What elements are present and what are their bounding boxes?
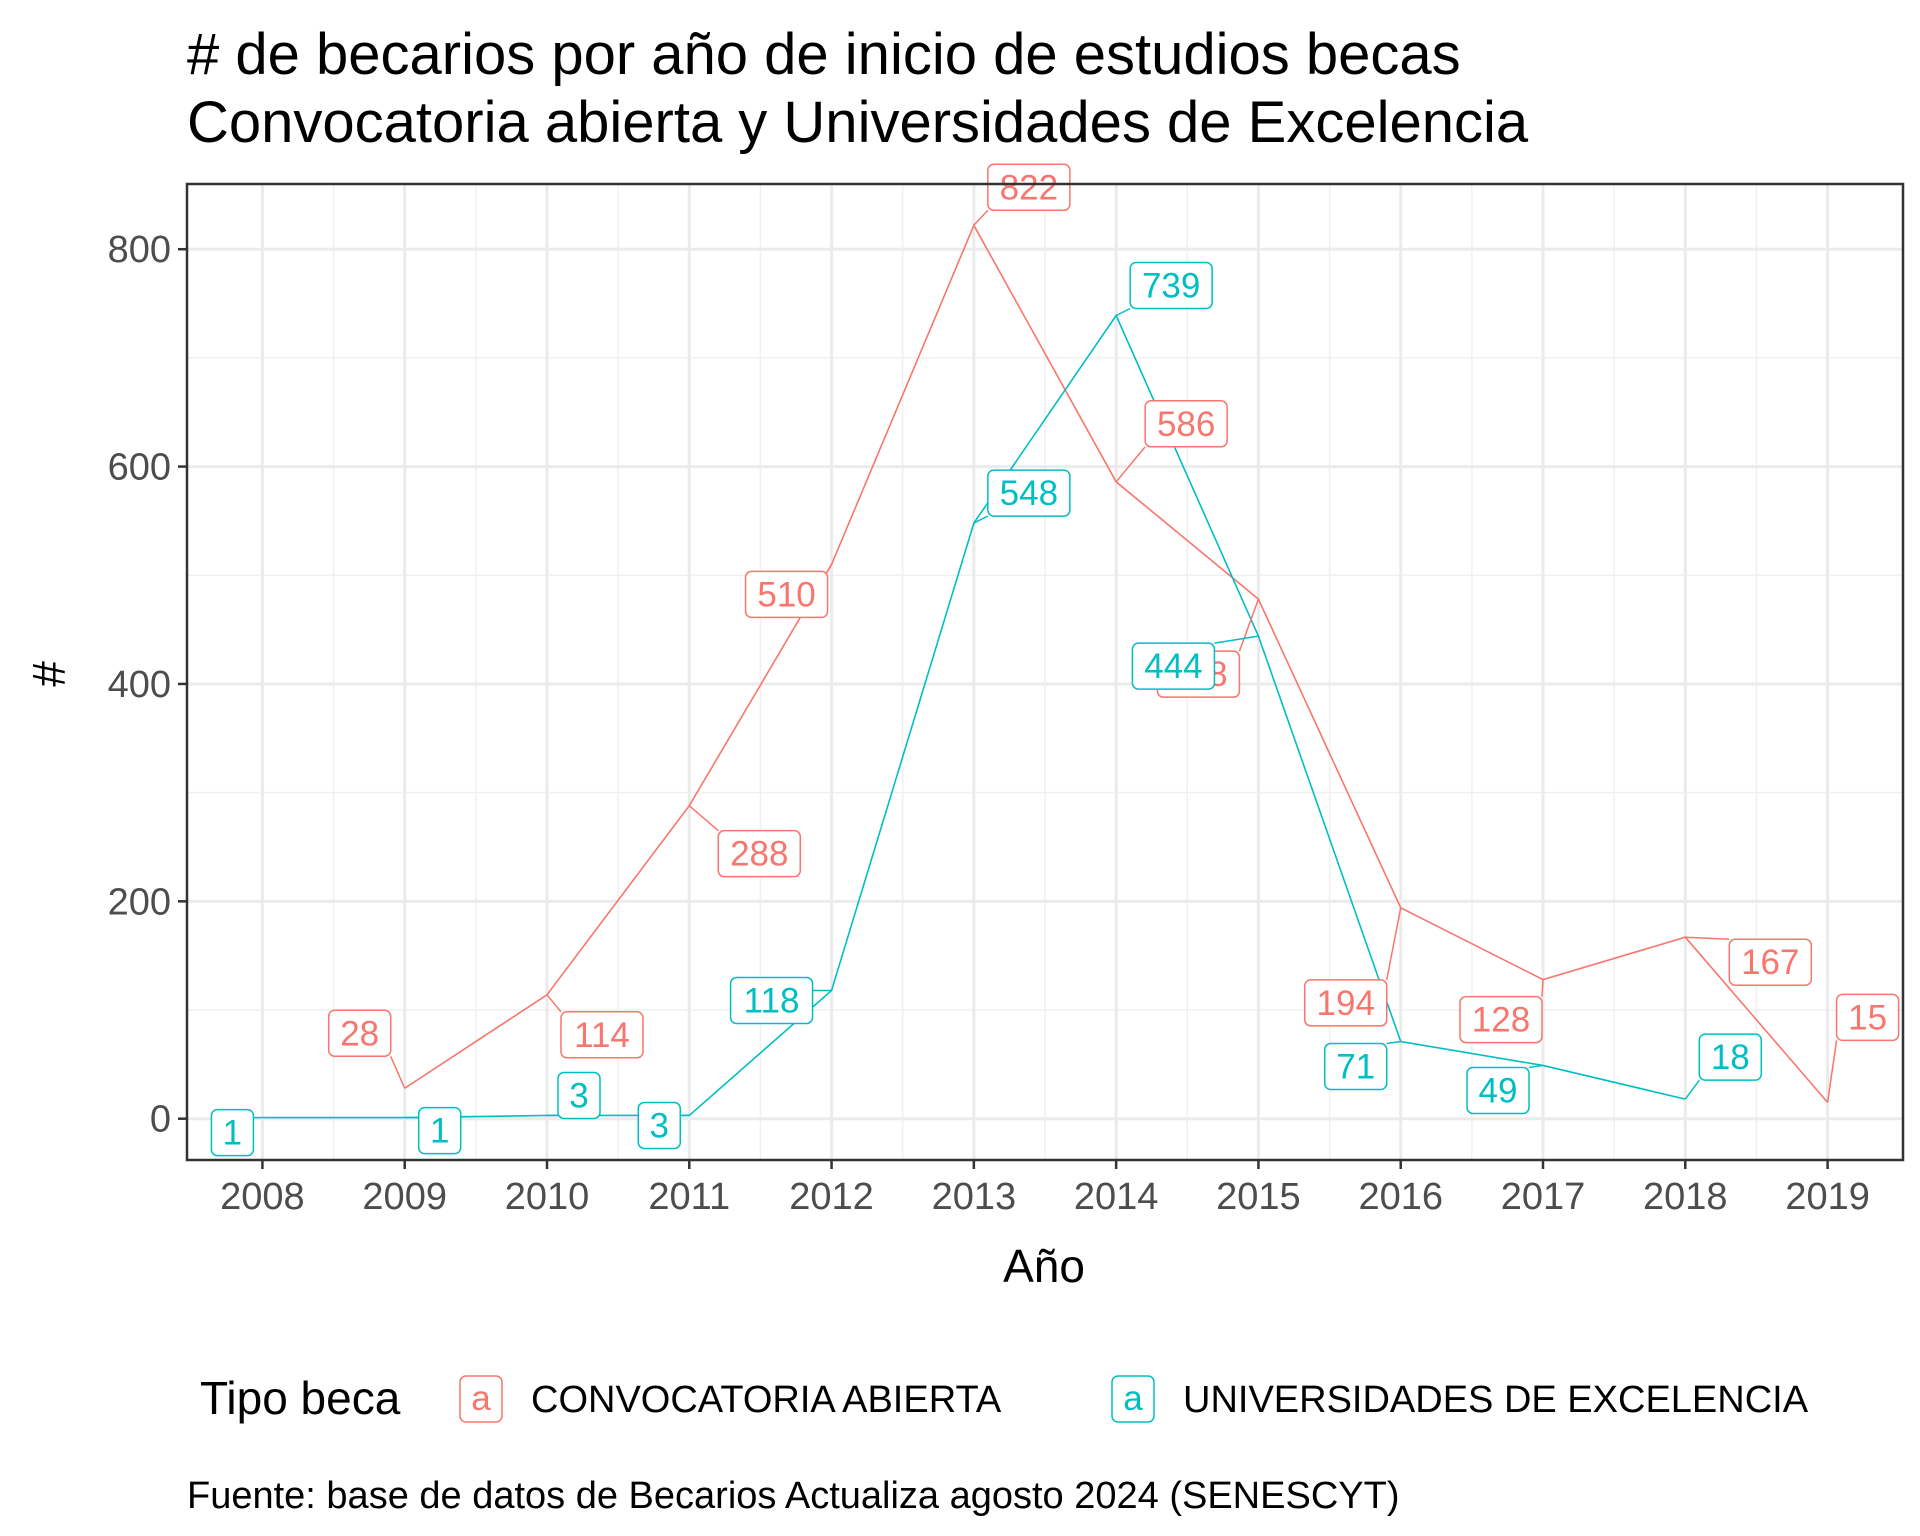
data-label-box bbox=[1131, 642, 1216, 690]
data-label-box bbox=[1129, 261, 1213, 310]
data-label-box bbox=[1303, 979, 1388, 1027]
label-leader-line bbox=[1685, 936, 1730, 940]
data-label: 1 bbox=[223, 1114, 242, 1153]
data-label: 444 bbox=[1144, 647, 1202, 686]
data-label-box bbox=[1698, 1033, 1763, 1081]
data-label-box bbox=[417, 1106, 462, 1155]
data-label: 3 bbox=[569, 1076, 588, 1115]
label-leader-line bbox=[688, 805, 719, 832]
data-label-box bbox=[560, 1011, 644, 1059]
label-leader-line bbox=[1541, 979, 1544, 997]
label-leader-line bbox=[1826, 1040, 1838, 1103]
data-label-box bbox=[717, 829, 802, 878]
label-leader-line bbox=[1115, 446, 1146, 483]
data-label-box bbox=[729, 976, 814, 1025]
x-tick-label: 2013 bbox=[932, 1176, 1017, 1218]
legend-label: UNIVERSIDADES DE EXCELENCIA bbox=[1183, 1379, 1809, 1421]
data-label-box bbox=[987, 469, 1071, 517]
data-label-box bbox=[1459, 995, 1543, 1044]
legend-label: CONVOCATORIA ABIERTA bbox=[531, 1379, 1002, 1421]
data-label: 194 bbox=[1317, 984, 1375, 1023]
x-tick-label: 2011 bbox=[648, 1176, 730, 1218]
x-tick-label: 2018 bbox=[1643, 1176, 1728, 1218]
data-label: 114 bbox=[574, 1016, 630, 1055]
x-tick-label: 2009 bbox=[362, 1176, 447, 1218]
data-label: 739 bbox=[1142, 267, 1200, 306]
label-leader-line bbox=[1385, 907, 1402, 980]
label-leader-line bbox=[1684, 1079, 1700, 1100]
label-leader-line bbox=[1115, 307, 1131, 317]
plot-panel-border bbox=[185, 182, 1905, 1162]
data-label: 548 bbox=[1000, 474, 1058, 513]
data-label: 586 bbox=[1157, 405, 1215, 444]
data-label-box bbox=[210, 1108, 255, 1157]
label-leader-line bbox=[1528, 1064, 1544, 1069]
data-label: 510 bbox=[757, 575, 815, 614]
data-label-box bbox=[557, 1071, 601, 1120]
data-labels: 2811428851082258647819412816715113311854… bbox=[210, 163, 1900, 1157]
legend: Tipo beca a CONVOCATORIA ABIERTA a UNIVERSI… bbox=[200, 1372, 1809, 1424]
data-label-box bbox=[1323, 1042, 1388, 1091]
legend-key bbox=[459, 1375, 503, 1423]
data-label: 167 bbox=[1741, 943, 1799, 982]
y-tick-label: 600 bbox=[108, 447, 171, 489]
y-axis-ticks: 0 200 400 600 800 bbox=[108, 229, 187, 1141]
x-tick-label: 2014 bbox=[1074, 1176, 1159, 1218]
y-tick-label: 400 bbox=[108, 664, 171, 706]
label-leader-line bbox=[546, 994, 562, 1013]
data-label-box bbox=[987, 163, 1071, 212]
label-leader-line bbox=[390, 1055, 406, 1089]
data-label-box bbox=[744, 570, 829, 619]
data-label: 288 bbox=[730, 835, 788, 874]
x-tick-label: 2012 bbox=[789, 1176, 874, 1218]
caption: Fuente: base de datos de Becarios Actual… bbox=[187, 1475, 1399, 1517]
x-tick-label: 2017 bbox=[1501, 1176, 1586, 1218]
label-leader-line bbox=[973, 209, 989, 226]
label-leader-line bbox=[1214, 635, 1259, 644]
data-label: 49 bbox=[1479, 1071, 1518, 1110]
y-axis-title: # bbox=[23, 661, 75, 687]
data-label-box bbox=[327, 1009, 392, 1058]
data-label-box bbox=[1144, 400, 1228, 448]
y-tick-label: 200 bbox=[108, 881, 171, 923]
label-leader-line bbox=[973, 515, 989, 524]
x-tick-label: 2019 bbox=[1785, 1176, 1870, 1218]
legend-title: Tipo beca bbox=[200, 1372, 401, 1424]
data-label: 15 bbox=[1848, 998, 1887, 1037]
chart-title: # de becarios por año de inicio de estud… bbox=[187, 22, 1461, 87]
data-label-box bbox=[1835, 993, 1900, 1042]
chart-subtitle: Convocatoria abierta y Universidades de … bbox=[187, 90, 1529, 155]
y-tick-label: 0 bbox=[150, 1099, 171, 1141]
major-gridlines bbox=[187, 184, 1903, 1160]
legend-key bbox=[1111, 1375, 1155, 1423]
x-tick-label: 2010 bbox=[505, 1176, 590, 1218]
x-axis-ticks: 2008 2009 2010 2011 2012 2013 2014 2015 2016 2017… bbox=[220, 1160, 1870, 1218]
data-label: 1 bbox=[430, 1112, 449, 1151]
legend-key-glyph: a bbox=[471, 1379, 491, 1418]
label-leader-line bbox=[826, 564, 833, 572]
x-tick-label: 2015 bbox=[1216, 1176, 1301, 1218]
y-tick-label: 800 bbox=[108, 229, 171, 271]
data-label: 18 bbox=[1711, 1038, 1750, 1077]
data-label: 118 bbox=[744, 981, 800, 1020]
legend-key-glyph: a bbox=[1123, 1379, 1143, 1418]
data-label: 128 bbox=[1472, 1001, 1530, 1040]
label-leader-line bbox=[1238, 598, 1260, 652]
data-label-box bbox=[637, 1101, 682, 1150]
data-label: 71 bbox=[1336, 1048, 1375, 1087]
x-axis-title: Año bbox=[1003, 1240, 1085, 1292]
data-label: 28 bbox=[340, 1014, 379, 1053]
data-label-box bbox=[1728, 938, 1813, 986]
data-label: 3 bbox=[650, 1106, 669, 1145]
x-tick-label: 2008 bbox=[220, 1176, 305, 1218]
minor-gridlines bbox=[187, 184, 1903, 1160]
data-label: 822 bbox=[1000, 168, 1058, 207]
label-leader-line bbox=[1386, 1040, 1401, 1045]
data-label-box bbox=[1466, 1066, 1530, 1115]
x-tick-label: 2016 bbox=[1358, 1176, 1443, 1218]
